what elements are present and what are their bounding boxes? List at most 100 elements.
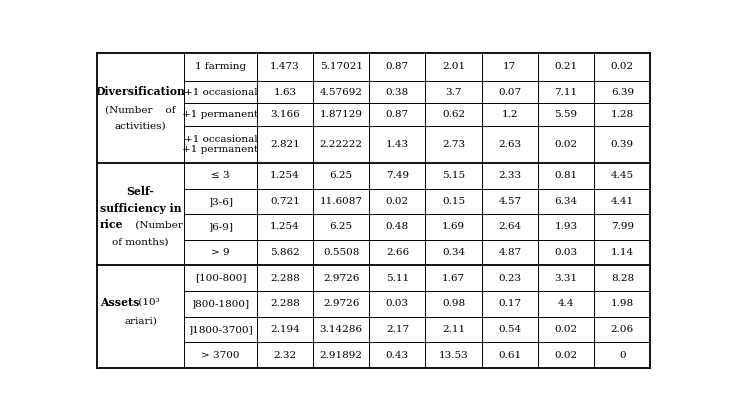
Text: 0.5508: 0.5508 (323, 248, 359, 257)
Text: 1.43: 1.43 (386, 140, 409, 149)
Text: Assets: Assets (100, 297, 139, 308)
Text: 2.288: 2.288 (270, 274, 300, 283)
Text: 1.69: 1.69 (442, 223, 465, 231)
Text: 4.41: 4.41 (611, 197, 634, 206)
Text: ]1800-3700]: ]1800-3700] (188, 325, 253, 334)
Text: 5.11: 5.11 (386, 274, 409, 283)
Text: rice: rice (100, 219, 123, 231)
Text: 2.32: 2.32 (273, 351, 297, 359)
Text: 1.2: 1.2 (502, 111, 518, 119)
Text: 0.34: 0.34 (442, 248, 465, 257)
Text: activities): activities) (114, 121, 166, 130)
Text: 0.62: 0.62 (442, 111, 465, 119)
Text: 0.03: 0.03 (555, 248, 577, 257)
Text: 11.6087: 11.6087 (319, 197, 362, 206)
Text: 0.721: 0.721 (270, 197, 300, 206)
Text: ariari): ariari) (124, 317, 157, 326)
Text: 0.15: 0.15 (442, 197, 465, 206)
Text: 3.14286: 3.14286 (319, 325, 362, 334)
Text: 0.48: 0.48 (386, 223, 409, 231)
Text: of months): of months) (112, 237, 169, 246)
Text: 2.11: 2.11 (442, 325, 465, 334)
Text: 5.862: 5.862 (270, 248, 300, 257)
Text: 4.4: 4.4 (558, 299, 574, 308)
Text: ]6-9]: ]6-9] (208, 223, 233, 231)
Text: ]800-1800]: ]800-1800] (192, 299, 249, 308)
Text: 2.66: 2.66 (386, 248, 409, 257)
Text: 7.99: 7.99 (611, 223, 634, 231)
Text: 7.11: 7.11 (555, 88, 577, 96)
Text: sufficiency in: sufficiency in (100, 203, 182, 214)
Text: +1 permanent: +1 permanent (182, 111, 259, 119)
Text: 2.9726: 2.9726 (323, 274, 359, 283)
Text: 0.54: 0.54 (499, 325, 521, 334)
Text: 2.194: 2.194 (270, 325, 300, 334)
Text: 0.02: 0.02 (386, 197, 409, 206)
Text: 0.21: 0.21 (555, 63, 577, 71)
Text: 1.98: 1.98 (611, 299, 634, 308)
Text: 0.23: 0.23 (499, 274, 521, 283)
Text: [100-800]: [100-800] (195, 274, 246, 283)
Text: 8.28: 8.28 (611, 274, 634, 283)
Text: 3.7: 3.7 (445, 88, 462, 96)
Text: Self-: Self- (127, 186, 155, 196)
Text: 0.61: 0.61 (499, 351, 521, 359)
Text: 1.87129: 1.87129 (319, 111, 362, 119)
Text: +1 occasional: +1 occasional (184, 88, 257, 96)
Text: 5.15: 5.15 (442, 171, 465, 180)
Text: 1.473: 1.473 (270, 63, 300, 71)
Text: 2.64: 2.64 (499, 223, 521, 231)
Text: (10³: (10³ (135, 298, 159, 307)
Text: 0.39: 0.39 (611, 140, 634, 149)
Text: 3.166: 3.166 (270, 111, 300, 119)
Text: 13.53: 13.53 (439, 351, 469, 359)
Text: (Number    of: (Number of (105, 105, 176, 114)
Text: 1 farming: 1 farming (195, 63, 246, 71)
Text: 1.14: 1.14 (611, 248, 634, 257)
Text: 0.98: 0.98 (442, 299, 465, 308)
Text: 2.821: 2.821 (270, 140, 300, 149)
Text: 4.57: 4.57 (499, 197, 521, 206)
Text: 6.25: 6.25 (330, 171, 353, 180)
Text: 2.06: 2.06 (611, 325, 634, 334)
Text: 2.9726: 2.9726 (323, 299, 359, 308)
Text: 1.254: 1.254 (270, 171, 300, 180)
Text: ]3-6]: ]3-6] (208, 197, 233, 206)
Text: 6.39: 6.39 (611, 88, 634, 96)
Text: 1.254: 1.254 (270, 223, 300, 231)
Text: 0.07: 0.07 (499, 88, 521, 96)
Text: 2.01: 2.01 (442, 63, 465, 71)
Text: 2.33: 2.33 (499, 171, 521, 180)
Text: 6.34: 6.34 (555, 197, 577, 206)
Text: 2.17: 2.17 (386, 325, 409, 334)
Text: 6.25: 6.25 (330, 223, 353, 231)
Text: ≤ 3: ≤ 3 (211, 171, 230, 180)
Text: +1 occasional
+1 permanent: +1 occasional +1 permanent (182, 135, 259, 154)
Text: 1.67: 1.67 (442, 274, 465, 283)
Text: 4.87: 4.87 (499, 248, 521, 257)
Text: 5.59: 5.59 (555, 111, 577, 119)
Text: 0.03: 0.03 (386, 299, 409, 308)
Text: 0.02: 0.02 (555, 351, 577, 359)
Text: 2.73: 2.73 (442, 140, 465, 149)
Text: 1.28: 1.28 (611, 111, 634, 119)
Text: 0.02: 0.02 (555, 325, 577, 334)
Text: 4.45: 4.45 (611, 171, 634, 180)
Text: 17: 17 (503, 63, 516, 71)
Text: 0: 0 (619, 351, 625, 359)
Text: 4.57692: 4.57692 (319, 88, 362, 96)
Text: 3.31: 3.31 (555, 274, 577, 283)
Text: 0.81: 0.81 (555, 171, 577, 180)
Text: (Number: (Number (132, 221, 182, 229)
Text: > 3700: > 3700 (201, 351, 240, 359)
Text: 2.288: 2.288 (270, 299, 300, 308)
Text: 0.02: 0.02 (555, 140, 577, 149)
Text: 0.87: 0.87 (386, 63, 409, 71)
Text: 1.93: 1.93 (555, 223, 577, 231)
Text: 5.17021: 5.17021 (319, 63, 362, 71)
Text: 2.63: 2.63 (499, 140, 521, 149)
Text: Diversification: Diversification (95, 86, 185, 97)
Text: 0.17: 0.17 (499, 299, 521, 308)
Text: 0.02: 0.02 (611, 63, 634, 71)
Text: 1.63: 1.63 (273, 88, 297, 96)
